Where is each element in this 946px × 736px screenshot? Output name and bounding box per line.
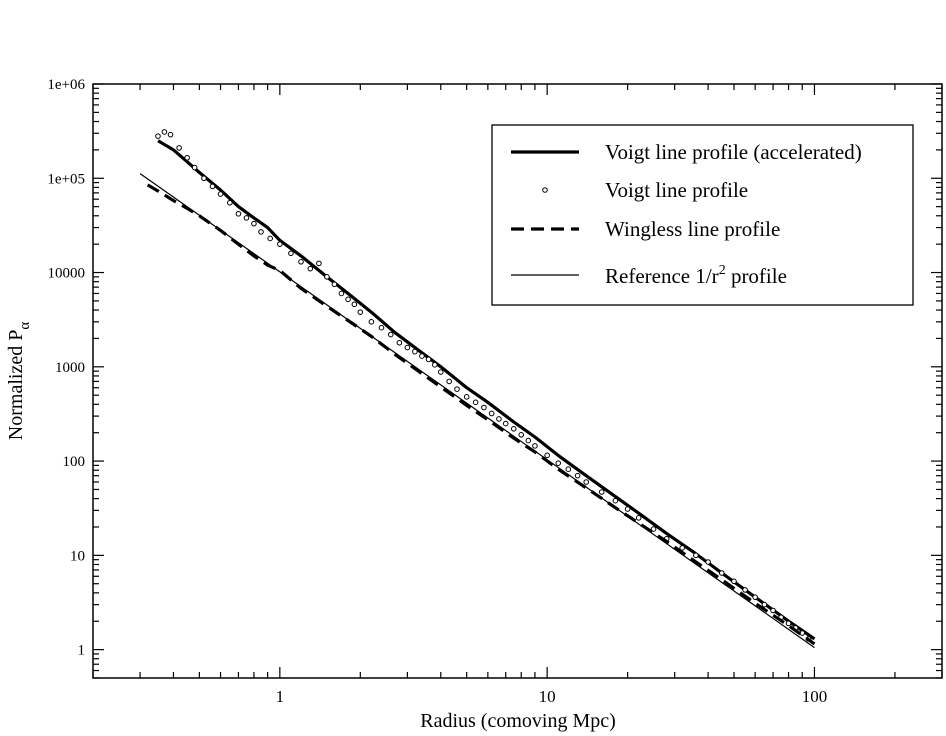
data-point-voigt-line-profile xyxy=(378,324,385,331)
data-point-voigt-line-profile xyxy=(488,410,495,417)
data-point-voigt-line-profile xyxy=(624,506,631,512)
data-point-voigt-line-profile xyxy=(752,594,758,600)
data-point-voigt-line-profile xyxy=(176,145,182,151)
data-point-voigt-line-profile xyxy=(510,426,517,432)
data-point-voigt-line-profile xyxy=(612,497,619,504)
data-point-voigt-line-profile xyxy=(481,404,487,411)
series-layer xyxy=(139,129,816,649)
x-tick-label: 10 xyxy=(539,687,556,706)
data-point-voigt-line-profile xyxy=(155,133,161,139)
data-point-voigt-line-profile xyxy=(307,265,314,272)
legend-label-reference: Reference 1/r2 profile xyxy=(605,263,787,288)
data-point-voigt-line-profile xyxy=(693,552,699,559)
data-point-voigt-line-profile xyxy=(525,437,532,444)
legend: Voigt line profile (accelerated) Voigt l… xyxy=(491,124,914,306)
data-point-voigt-line-profile xyxy=(184,154,190,161)
data-point-voigt-line-profile xyxy=(345,296,351,303)
data-point-voigt-line-profile xyxy=(387,331,394,338)
y-axis-label-subscript: α xyxy=(17,322,33,330)
data-point-voigt-line-profile xyxy=(574,472,581,479)
data-point-voigt-line-profile xyxy=(419,353,425,359)
data-point-voigt-line-profile xyxy=(357,309,364,315)
data-point-voigt-line-profile xyxy=(331,281,338,288)
y-tick-label: 10 xyxy=(70,548,85,564)
data-point-voigt-line-profile xyxy=(251,220,257,227)
data-point-voigt-line-profile xyxy=(502,420,509,427)
legend-label-voigt-accelerated: Voigt line profile (accelerated) xyxy=(605,140,862,164)
data-point-voigt-line-profile xyxy=(742,587,748,593)
y-tick-label: 1 xyxy=(78,643,86,659)
data-point-voigt-line-profile xyxy=(761,601,768,608)
svg-text:Normalized Pα: Normalized Pα xyxy=(5,322,33,441)
y-tick-label: 10000 xyxy=(48,266,86,282)
data-point-voigt-line-profile xyxy=(598,489,605,495)
data-point-voigt-line-profile xyxy=(583,479,590,485)
data-point-voigt-line-profile xyxy=(679,545,685,551)
data-point-voigt-line-profile xyxy=(404,344,411,351)
data-point-voigt-line-profile xyxy=(298,258,304,265)
data-point-voigt-line-profile xyxy=(351,301,358,308)
data-point-voigt-line-profile xyxy=(288,250,294,257)
data-point-voigt-line-profile xyxy=(161,129,168,135)
plot-frame xyxy=(92,83,943,679)
data-point-voigt-line-profile xyxy=(324,274,330,280)
data-point-voigt-line-profile xyxy=(437,369,444,375)
data-point-voigt-line-profile xyxy=(167,131,174,138)
data-point-voigt-line-profile xyxy=(565,466,572,473)
data-point-voigt-line-profile xyxy=(446,378,452,385)
y-tick-label: 100 xyxy=(63,454,86,470)
data-point-voigt-line-profile xyxy=(731,578,737,585)
data-point-voigt-line-profile xyxy=(338,290,345,297)
data-point-voigt-line-profile xyxy=(368,319,375,325)
data-point-voigt-line-profile xyxy=(258,229,264,235)
series-voigt-line-profile xyxy=(155,129,812,642)
data-point-voigt-line-profile xyxy=(454,386,460,392)
legend-label-wingless: Wingless line profile xyxy=(605,217,780,241)
x-axis-label: Radius (comoving Mpc) xyxy=(420,710,616,732)
data-point-voigt-line-profile xyxy=(412,348,418,355)
data-point-voigt-line-profile xyxy=(463,394,470,400)
data-point-voigt-line-profile xyxy=(496,416,502,422)
data-point-voigt-line-profile xyxy=(316,260,322,267)
data-point-voigt-line-profile xyxy=(243,215,250,221)
data-point-voigt-line-profile xyxy=(472,399,479,406)
data-point-voigt-line-profile xyxy=(191,164,198,171)
data-point-voigt-line-profile xyxy=(555,460,562,466)
data-point-voigt-line-profile xyxy=(544,452,550,459)
data-point-voigt-line-profile xyxy=(785,620,792,627)
data-point-voigt-line-profile xyxy=(425,356,432,363)
x-tick-label: 1 xyxy=(276,687,285,706)
data-point-voigt-line-profile xyxy=(217,191,224,197)
data-point-voigt-line-profile xyxy=(432,362,438,368)
legend-label-reference-sup: 2 xyxy=(719,263,726,278)
data-point-voigt-line-profile xyxy=(267,235,273,242)
y-axis-label-main: Normalized P xyxy=(5,330,27,441)
y-axis-label: Normalized Pα xyxy=(5,322,33,441)
y-tick-label: 1e+06 xyxy=(47,77,85,93)
data-point-voigt-line-profile xyxy=(209,183,216,190)
data-point-voigt-line-profile xyxy=(227,199,233,206)
tick-labels-layer: 1 10 100 1 10 100 1000 10000 1e+05 1e+06 xyxy=(47,77,827,706)
legend-label-voigt: Voigt line profile xyxy=(605,178,748,202)
y-tick-label: 1000 xyxy=(55,360,85,376)
data-point-voigt-line-profile xyxy=(770,607,776,614)
data-point-voigt-line-profile xyxy=(201,175,207,182)
data-point-voigt-line-profile xyxy=(705,559,711,565)
data-point-voigt-line-profile xyxy=(532,443,538,449)
data-point-voigt-line-profile xyxy=(277,241,283,247)
y-tick-label: 1e+05 xyxy=(47,171,85,187)
series-line-reference-1-r xyxy=(139,173,815,649)
data-point-voigt-line-profile xyxy=(718,570,725,576)
data-point-voigt-line-profile xyxy=(635,515,642,521)
x-tick-label: 100 xyxy=(802,687,828,706)
data-point-voigt-line-profile xyxy=(518,432,525,438)
legend-swatch-voigt xyxy=(542,187,548,193)
data-point-voigt-line-profile xyxy=(396,339,403,346)
legend-label-reference-main: Reference 1/r xyxy=(605,264,719,288)
data-point-voigt-line-profile xyxy=(235,210,242,217)
legend-label-reference-suffix: profile xyxy=(726,264,787,288)
